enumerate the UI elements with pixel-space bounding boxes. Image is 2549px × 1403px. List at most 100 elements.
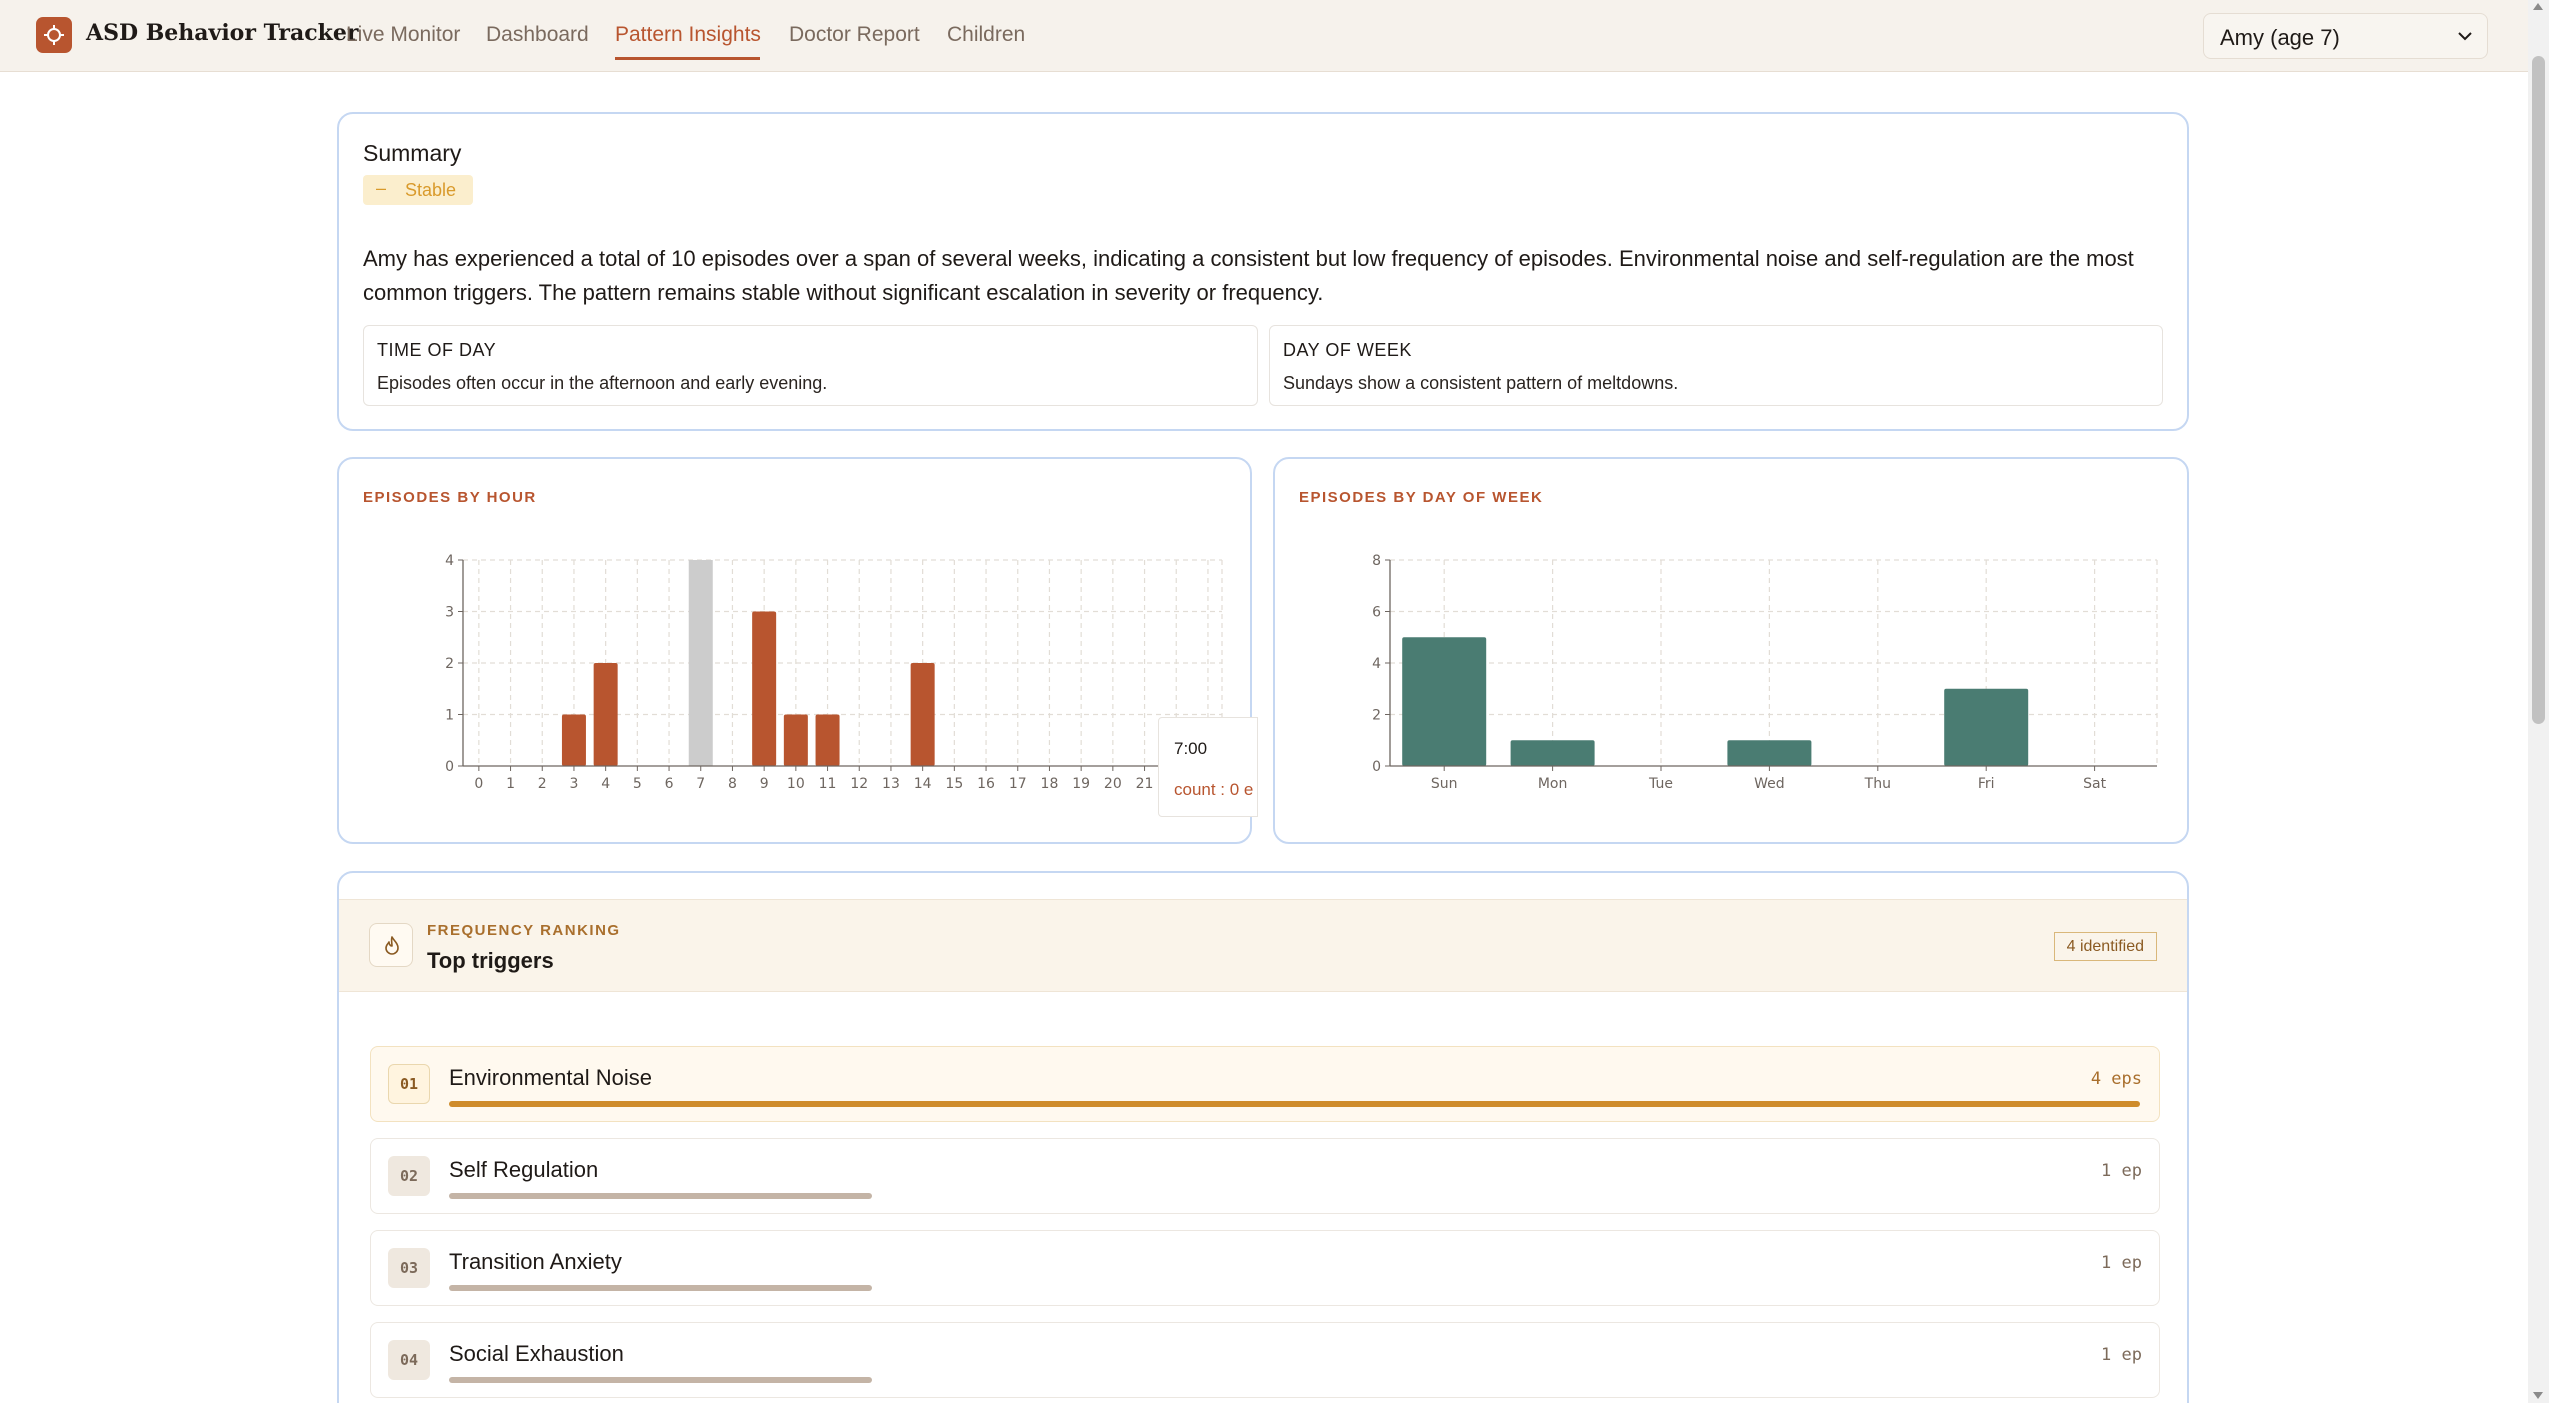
insight-time-of-day: TIME OF DAY Episodes often occur in the …	[363, 325, 1258, 406]
insight-label: TIME OF DAY	[377, 340, 497, 360]
y-tick-label: 4	[1372, 656, 1381, 672]
x-tick-label: 16	[977, 776, 995, 792]
trigger-name: Self Regulation	[449, 1157, 599, 1182]
trigger-item[interactable]: 03 Transition Anxiety 1 ep	[370, 1230, 2160, 1306]
trigger-bar	[449, 1285, 2140, 1291]
status-badge-label: Stable	[405, 180, 457, 200]
x-tick-label: Wed	[1754, 776, 1785, 792]
chevron-down-icon	[2458, 32, 2472, 41]
bar-3	[561, 714, 586, 766]
x-tick-label: 8	[728, 776, 737, 792]
nav-children[interactable]: Children	[947, 23, 1026, 46]
nav-dashboard[interactable]: Dashboard	[486, 23, 589, 46]
scroll-thumb[interactable]	[2532, 56, 2545, 724]
trigger-name: Transition Anxiety	[449, 1249, 622, 1274]
insight-text: Sundays show a consistent pattern of mel…	[1283, 373, 1679, 393]
episodes-by-hour-card: EPISODES BY HOUR 0 1 2 3 4 5 6 7 8 9 10 11 12 13 14 15 1…	[337, 457, 1258, 844]
status-badge: – Stable	[363, 175, 473, 205]
bar-4	[593, 663, 618, 766]
x-tick-label: 14	[914, 776, 932, 792]
bar-Fri	[1944, 688, 2029, 766]
child-selector-value: Amy (age 7)	[2220, 25, 2340, 50]
x-tick-label: 7	[696, 776, 705, 792]
x-tick-label: Sun	[1431, 776, 1458, 792]
nav-doctor-report[interactable]: Doctor Report	[789, 23, 920, 46]
triggers-count-badge: 4 identified	[2053, 932, 2157, 961]
app-title: ASD Behavior Tracker	[86, 20, 359, 46]
trigger-item[interactable]: 01 Environmental Noise 4 eps	[370, 1046, 2160, 1122]
trigger-bar-fill	[449, 1101, 2140, 1107]
x-tick-label: 5	[633, 776, 642, 792]
nav-pattern-insights[interactable]: Pattern Insights	[615, 23, 761, 46]
x-tick-label: 11	[819, 776, 837, 792]
top-triggers-card: FREQUENCY RANKING Top triggers 4 identif…	[337, 871, 2189, 1403]
chart-title: EPISODES BY DAY OF WEEK	[1299, 489, 1544, 506]
top-nav-bar: ASD Behavior Tracker Live Monitor Dashbo…	[0, 0, 2528, 72]
y-tick-label: 0	[1372, 759, 1381, 775]
x-tick-label: 20	[1104, 776, 1122, 792]
episodes-by-day-chart[interactable]: Sun Mon Tue Wed Thu Fri Sat 0 2 4 6 8	[1275, 459, 2187, 842]
trigger-bar	[449, 1101, 2140, 1107]
triggers-kicker: FREQUENCY RANKING	[427, 922, 621, 939]
chart-tooltip: 7:00 count : 0 e	[1158, 717, 1258, 817]
x-tick-label: Fri	[1978, 776, 1995, 792]
child-selector[interactable]: Amy (age 7)	[2203, 13, 2488, 59]
y-tick-label: 2	[1372, 708, 1381, 724]
x-tick-label: 15	[945, 776, 963, 792]
bar-Sun	[1402, 637, 1487, 766]
trigger-item[interactable]: 02 Self Regulation 1 ep	[370, 1138, 2160, 1214]
x-tick-label: 2	[538, 776, 547, 792]
x-tick-label: 18	[1041, 776, 1059, 792]
trigger-count: 1 ep	[2101, 1161, 2142, 1181]
x-tick-label: Sat	[2083, 776, 2106, 792]
x-tick-label: 6	[665, 776, 674, 792]
nav-live-monitor[interactable]: Live Monitor	[346, 23, 461, 46]
bar-Mon	[1510, 740, 1595, 766]
dash-icon: –	[376, 178, 387, 198]
x-tick-label: 21	[1136, 776, 1154, 792]
triggers-title: Top triggers	[427, 948, 554, 973]
trigger-rank: 03	[388, 1248, 430, 1288]
flame-icon	[369, 923, 413, 967]
x-tick-label: Mon	[1538, 776, 1568, 792]
trigger-count: 4 eps	[2090, 1069, 2142, 1089]
bar-11	[815, 714, 840, 766]
bar-Wed	[1727, 740, 1812, 766]
tooltip-value: count : 0 e	[1174, 780, 1254, 799]
bar-10	[783, 714, 808, 766]
trigger-bar-fill	[449, 1377, 872, 1383]
x-tick-label: 17	[1009, 776, 1027, 792]
bar-9	[752, 611, 777, 766]
chart-title: EPISODES BY HOUR	[363, 489, 537, 506]
summary-text: Amy has experienced a total of 10 episod…	[363, 246, 2134, 305]
trigger-bar	[449, 1193, 2140, 1199]
x-tick-label: 19	[1072, 776, 1090, 792]
scroll-up-icon[interactable]	[2533, 3, 2543, 10]
active-tab-indicator	[615, 57, 760, 60]
x-tick-label: 13	[882, 776, 900, 792]
x-tick-label: 0	[474, 776, 483, 792]
y-tick-label: 8	[1372, 553, 1381, 569]
trigger-count: 1 ep	[2101, 1253, 2142, 1273]
y-tick-label: 2	[445, 656, 454, 672]
trigger-item[interactable]: 04 Social Exhaustion 1 ep	[370, 1322, 2160, 1398]
y-tick-label: 6	[1372, 605, 1381, 621]
x-tick-label: 12	[850, 776, 868, 792]
y-tick-label: 0	[445, 759, 454, 775]
tooltip-label: 7:00	[1174, 739, 1208, 758]
app-logo-icon	[36, 17, 72, 53]
insight-label: DAY OF WEEK	[1283, 340, 1412, 360]
trigger-count: 1 ep	[2101, 1345, 2142, 1365]
scroll-down-icon[interactable]	[2533, 1392, 2543, 1399]
y-tick-label: 3	[445, 605, 454, 621]
triggers-header: FREQUENCY RANKING Top triggers 4 identif…	[339, 899, 2187, 992]
episodes-by-day-card: EPISODES BY DAY OF WEEK Sun Mon Tue Wed Thu F…	[1273, 457, 2189, 844]
x-tick-label: 4	[601, 776, 610, 792]
trigger-bar-fill	[449, 1285, 872, 1291]
trigger-name: Environmental Noise	[449, 1065, 652, 1090]
trigger-name: Social Exhaustion	[449, 1341, 624, 1366]
trigger-rank: 04	[388, 1340, 430, 1380]
x-tick-label: Tue	[1648, 776, 1673, 792]
page-scrollbar[interactable]	[2528, 0, 2549, 1403]
